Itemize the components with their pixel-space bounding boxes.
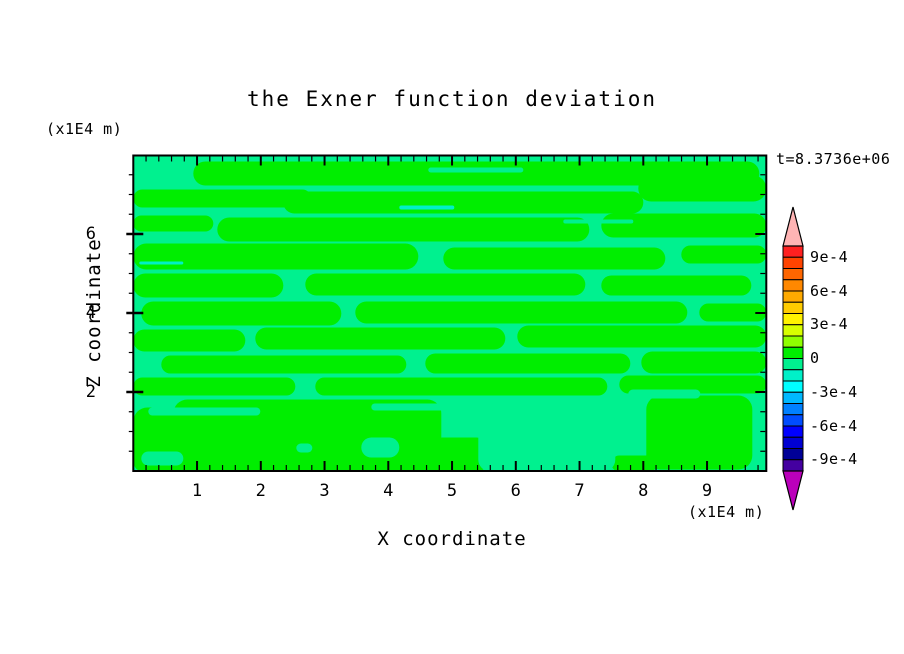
positive-deviation-streak xyxy=(425,353,631,374)
colorbar-segment xyxy=(782,324,804,337)
x-tick-label-7: 7 xyxy=(574,481,585,501)
negative-deviation-patch xyxy=(296,443,313,453)
positive-deviation-streak xyxy=(443,247,666,270)
positive-deviation-streak xyxy=(141,301,342,326)
y-tick-label-2: 2 xyxy=(85,382,96,402)
x-tick-label-5: 5 xyxy=(446,481,458,501)
y-tick-label-6: 6 xyxy=(85,224,96,244)
negative-deviation-patch xyxy=(361,437,400,458)
time-label: t=8.3736e+06 xyxy=(776,150,891,168)
colorbar-segment xyxy=(782,380,804,393)
negative-deviation-patch xyxy=(371,403,496,411)
positive-deviation-streak xyxy=(611,455,658,471)
colorbar-label-9e-4: 9e-4 xyxy=(810,247,849,266)
colorbar xyxy=(782,206,804,511)
y-tick-label-4: 4 xyxy=(85,303,96,323)
colorbar-segment xyxy=(782,279,804,292)
negative-deviation-patch xyxy=(628,389,701,399)
colorbar-label--6e-4: -6e-4 xyxy=(810,416,858,435)
axis-ticks xyxy=(126,156,766,470)
positive-deviation-streak xyxy=(638,175,767,202)
negative-deviation-patch xyxy=(478,411,616,471)
positive-deviation-streak xyxy=(355,301,688,324)
colorbar-segment xyxy=(782,403,804,416)
x-tick-label-4: 4 xyxy=(383,481,394,501)
positive-deviation-streak xyxy=(255,327,506,350)
positive-deviation-streak xyxy=(699,303,767,322)
colorbar-segment xyxy=(782,335,804,348)
positive-deviation-streak xyxy=(133,377,296,396)
colorbar-segment xyxy=(782,448,804,461)
aquamarine-sliver xyxy=(139,261,184,265)
positive-deviation-streak xyxy=(315,377,608,396)
y-axis-unit-label: (x1E4 m) xyxy=(46,120,123,138)
positive-deviation-streak xyxy=(681,245,767,264)
colorbar-segment xyxy=(782,459,804,472)
contour-field xyxy=(133,155,767,471)
x-tick-label-3: 3 xyxy=(319,481,330,501)
aquamarine-sliver xyxy=(399,205,455,210)
colorbar-under-arrow xyxy=(782,470,804,511)
colorbar-segment xyxy=(782,268,804,281)
x-axis-unit-label: (x1E4 m) xyxy=(688,503,765,521)
colorbar-segment xyxy=(782,290,804,303)
positive-deviation-streak xyxy=(133,451,486,471)
positive-deviation-streak xyxy=(305,273,586,296)
colorbar-label--9e-4: -9e-4 xyxy=(810,450,858,469)
colorbar-segment xyxy=(782,245,804,258)
positive-deviation-streak xyxy=(133,189,312,208)
colorbar-segment xyxy=(782,436,804,449)
positive-deviation-streak xyxy=(646,395,753,470)
negative-deviation-patch xyxy=(428,167,524,173)
colorbar-segment xyxy=(782,425,804,438)
positive-deviation-streak xyxy=(133,243,419,270)
negative-deviation-patch xyxy=(148,407,261,416)
negative-deviation-patch xyxy=(141,451,184,466)
positive-deviation-streak xyxy=(641,351,767,374)
colorbar-segment xyxy=(782,346,804,359)
positive-deviation-streak xyxy=(217,217,590,242)
positive-deviation-streak xyxy=(161,355,407,374)
x-tick-label-6: 6 xyxy=(510,481,521,501)
colorbar-label--3e-4: -3e-4 xyxy=(810,382,858,401)
chart-title: the Exner function deviation xyxy=(246,87,658,111)
colorbar-segment xyxy=(782,369,804,382)
colorbar-segment xyxy=(782,301,804,314)
positive-deviation-streak xyxy=(601,275,752,296)
colorbar-segment xyxy=(782,414,804,427)
negative-deviation-patch xyxy=(563,219,634,224)
positive-deviation-streak xyxy=(619,375,767,394)
colorbar-label-6e-4: 6e-4 xyxy=(810,281,849,300)
positive-deviation-streak xyxy=(601,213,767,238)
positive-deviation-streak xyxy=(133,329,246,352)
positive-deviation-streak xyxy=(133,273,284,298)
positive-deviation-streak xyxy=(283,191,644,214)
colorbar-segment xyxy=(782,391,804,404)
positive-deviation-streak xyxy=(193,161,760,186)
positive-deviation-streak xyxy=(517,325,767,348)
colorbar-segment xyxy=(782,358,804,371)
positive-deviation-streak xyxy=(133,215,214,232)
colorbar-over-arrow xyxy=(782,206,804,247)
x-axis-title: X coordinate xyxy=(377,528,527,550)
x-tick-label-2: 2 xyxy=(255,481,266,501)
x-tick-label-9: 9 xyxy=(701,481,713,501)
x-tick-label-1: 1 xyxy=(191,481,203,501)
x-tick-label-8: 8 xyxy=(638,481,649,501)
colorbar-label-0: 0 xyxy=(810,349,820,367)
colorbar-segment xyxy=(782,256,804,269)
colorbar-segment xyxy=(782,313,804,326)
colorbar-label-3e-4: 3e-4 xyxy=(810,315,849,334)
